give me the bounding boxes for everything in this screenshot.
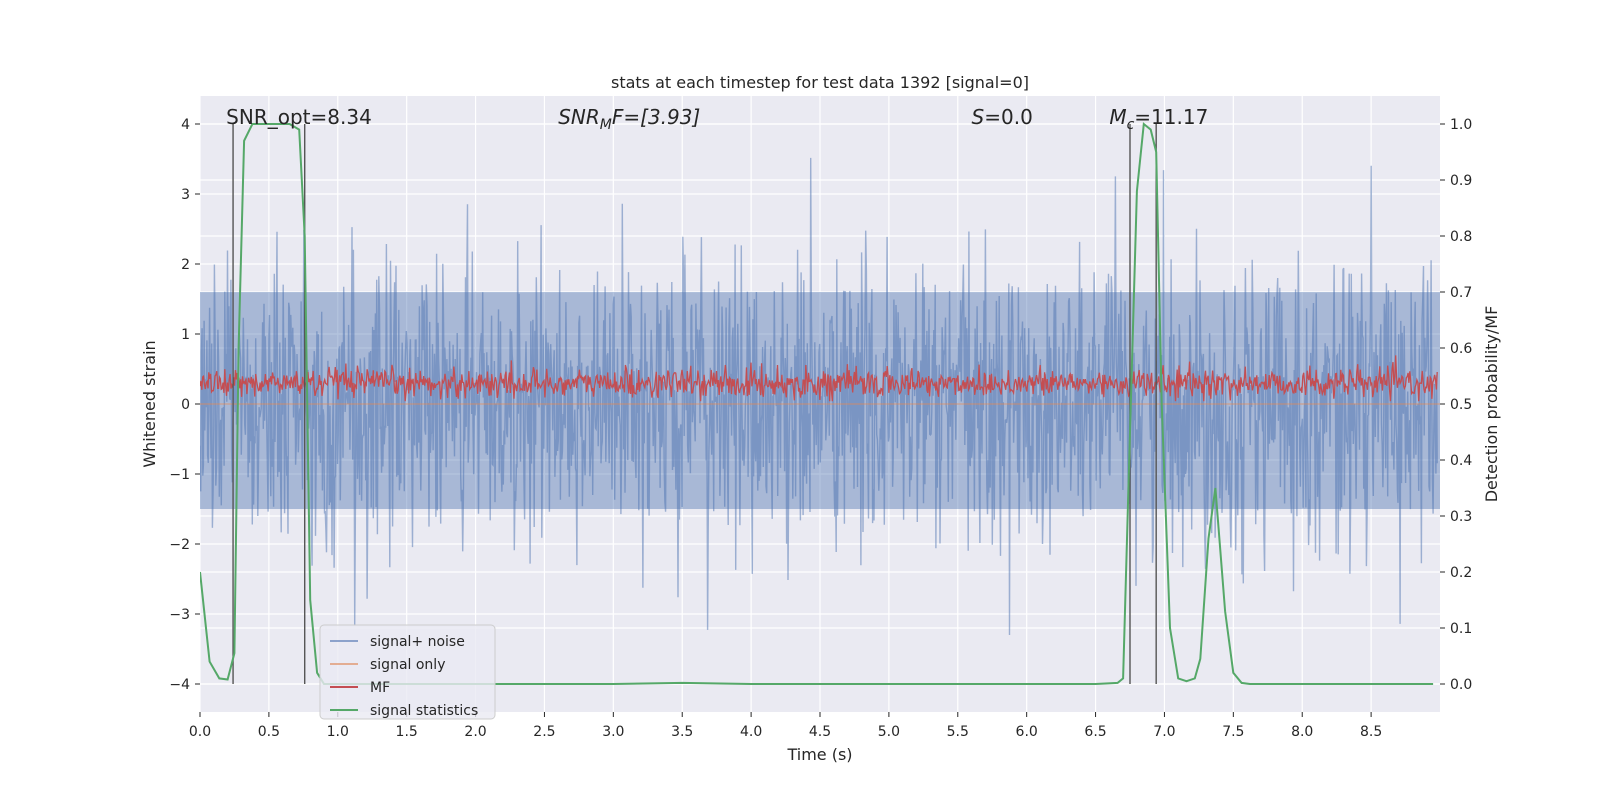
- left-y-axis-label: Whitened strain: [140, 340, 159, 467]
- x-tick-label-12: 6.0: [1016, 724, 1038, 740]
- left-tick-label-0: −4: [169, 677, 190, 693]
- left-tick-label-6: 2: [181, 257, 190, 273]
- right-tick-label-10: 1.0: [1450, 117, 1472, 133]
- x-tick-label-0: 0.0: [189, 724, 211, 740]
- legend: signal+ noise signal only MF signal statist…: [319, 624, 496, 720]
- legend-label-mf: MF: [370, 680, 390, 696]
- left-tick-label-1: −3: [169, 607, 190, 623]
- annotation-snr-opt: SNR_opt=8.34: [226, 105, 372, 129]
- signal-plus-noise-line: [200, 157, 1438, 636]
- mf-line: [200, 355, 1438, 402]
- annotation-snr-mf: SNRMF=[3.93]: [558, 105, 700, 133]
- series-mf: [200, 355, 1438, 402]
- x-tick-label-16: 8.0: [1291, 724, 1313, 740]
- series-signal-plus-noise: [200, 157, 1440, 636]
- annotations: SNR_opt=8.34 SNRMF=[3.93] S=0.0 Mc=11.17: [226, 105, 1208, 133]
- left-tick-label-8: 4: [181, 117, 190, 133]
- x-tick-label-10: 5.0: [878, 724, 900, 740]
- left-tick-label-2: −2: [169, 537, 190, 553]
- left-tick-label-3: −1: [169, 467, 190, 483]
- left-tick-label-5: 1: [181, 327, 190, 343]
- legend-box: [319, 624, 496, 720]
- x-tick-label-15: 7.5: [1222, 724, 1244, 740]
- series-signal-statistics: [200, 122, 1434, 685]
- x-tick-label-4: 2.0: [464, 724, 486, 740]
- right-tick-label-2: 0.2: [1450, 565, 1472, 581]
- x-tick-label-17: 8.5: [1360, 724, 1382, 740]
- x-tick-label-9: 4.5: [809, 724, 831, 740]
- x-tick-label-8: 4.0: [740, 724, 762, 740]
- legend-label-signal-only: signal only: [370, 657, 445, 673]
- right-tick-label-4: 0.4: [1450, 453, 1472, 469]
- annotation-s-value: S=0.0: [972, 105, 1033, 129]
- right-tick-label-8: 0.8: [1450, 229, 1472, 245]
- legend-label-signal-statistics: signal statistics: [370, 703, 478, 719]
- signal-plus-noise-dense-band: [200, 292, 1440, 509]
- right-tick-label-1: 0.1: [1450, 621, 1472, 637]
- chart-title: stats at each timestep for test data 139…: [611, 73, 1029, 92]
- x-axis-label: Time (s): [786, 745, 852, 764]
- signal-statistics-line: [200, 122, 1434, 685]
- annotation-chirp-mass: Mc=11.17: [1109, 105, 1208, 133]
- x-tick-label-7: 3.5: [671, 724, 693, 740]
- x-axis-ticks: 0.0 0.5 1.0 1.5 2.0 2.5 3.0 3.5 4.0 4.5 5.0 5.5 6.0 6…: [189, 712, 1382, 740]
- right-tick-label-7: 0.7: [1450, 285, 1472, 301]
- left-tick-label-4: 0: [181, 397, 190, 413]
- left-tick-label-7: 3: [181, 187, 190, 203]
- x-tick-label-1: 0.5: [258, 724, 280, 740]
- right-tick-label-3: 0.3: [1450, 509, 1472, 525]
- x-tick-label-3: 1.5: [396, 724, 418, 740]
- x-tick-label-5: 2.5: [533, 724, 555, 740]
- right-tick-label-0: 0.0: [1450, 677, 1472, 693]
- right-tick-label-6: 0.6: [1450, 341, 1472, 357]
- x-tick-label-11: 5.5: [947, 724, 969, 740]
- x-tick-label-2: 1.0: [327, 724, 349, 740]
- legend-label-signal-noise: signal+ noise: [370, 634, 465, 650]
- right-y-axis-label: Detection probability/MF: [1482, 306, 1501, 503]
- left-y-axis-ticks: −4 −3 −2 −1 0 1 2 3 4: [169, 117, 200, 693]
- x-tick-label-13: 6.5: [1084, 724, 1106, 740]
- x-tick-label-14: 7.0: [1153, 724, 1175, 740]
- right-tick-label-5: 0.5: [1450, 397, 1472, 413]
- right-tick-label-9: 0.9: [1450, 173, 1472, 189]
- x-tick-label-6: 3.0: [602, 724, 624, 740]
- right-y-axis-ticks: 0.0 0.1 0.2 0.3 0.4 0.5 0.6 0.7 0.8 0.9 1.0: [1440, 117, 1472, 693]
